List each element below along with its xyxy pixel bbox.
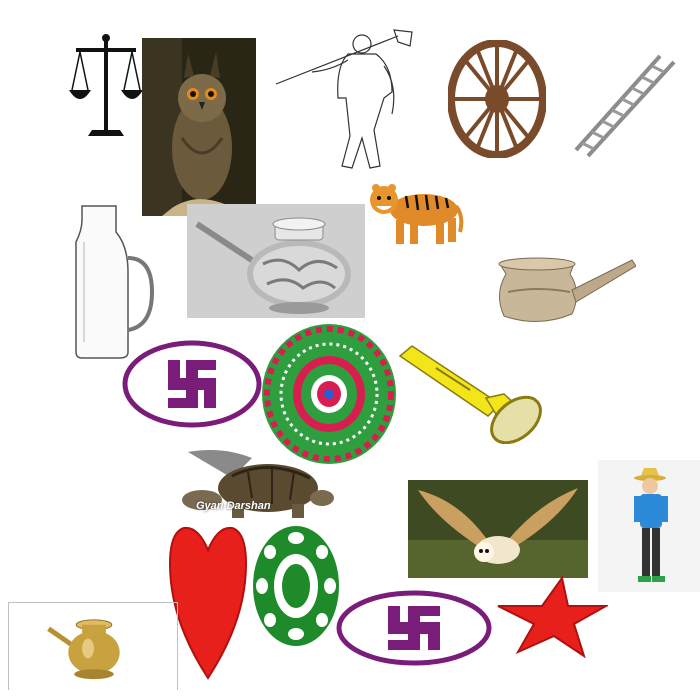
star-icon — [496, 576, 608, 658]
boy-with-hat-figure — [598, 460, 700, 592]
tortoise-photo: Gyan Darshan — [172, 448, 338, 522]
ladder-icon — [572, 54, 680, 158]
flashlight-icon — [396, 342, 550, 444]
barn-owl-flying-photo — [408, 480, 588, 578]
rangoli-wheel-icon — [260, 322, 398, 466]
balance-scale-icon — [68, 32, 144, 140]
man-with-shovel-sketch — [272, 26, 422, 176]
wooden-cart-wheel-icon — [448, 40, 546, 158]
green-chakra-icon — [250, 524, 342, 648]
metal-spout-pot-photo — [492, 252, 636, 328]
tiger-photo — [366, 176, 464, 248]
heart-icon — [168, 524, 248, 680]
long-eared-owl-photo — [142, 38, 256, 216]
watermark-text: Gyan Darshan — [196, 500, 271, 512]
silver-lota-spout-photo — [187, 204, 365, 318]
glass-jug-icon — [72, 202, 156, 362]
brass-lota-icon — [8, 602, 178, 690]
swastika-oval-icon — [336, 590, 492, 666]
swastika-oval-icon — [122, 340, 262, 428]
